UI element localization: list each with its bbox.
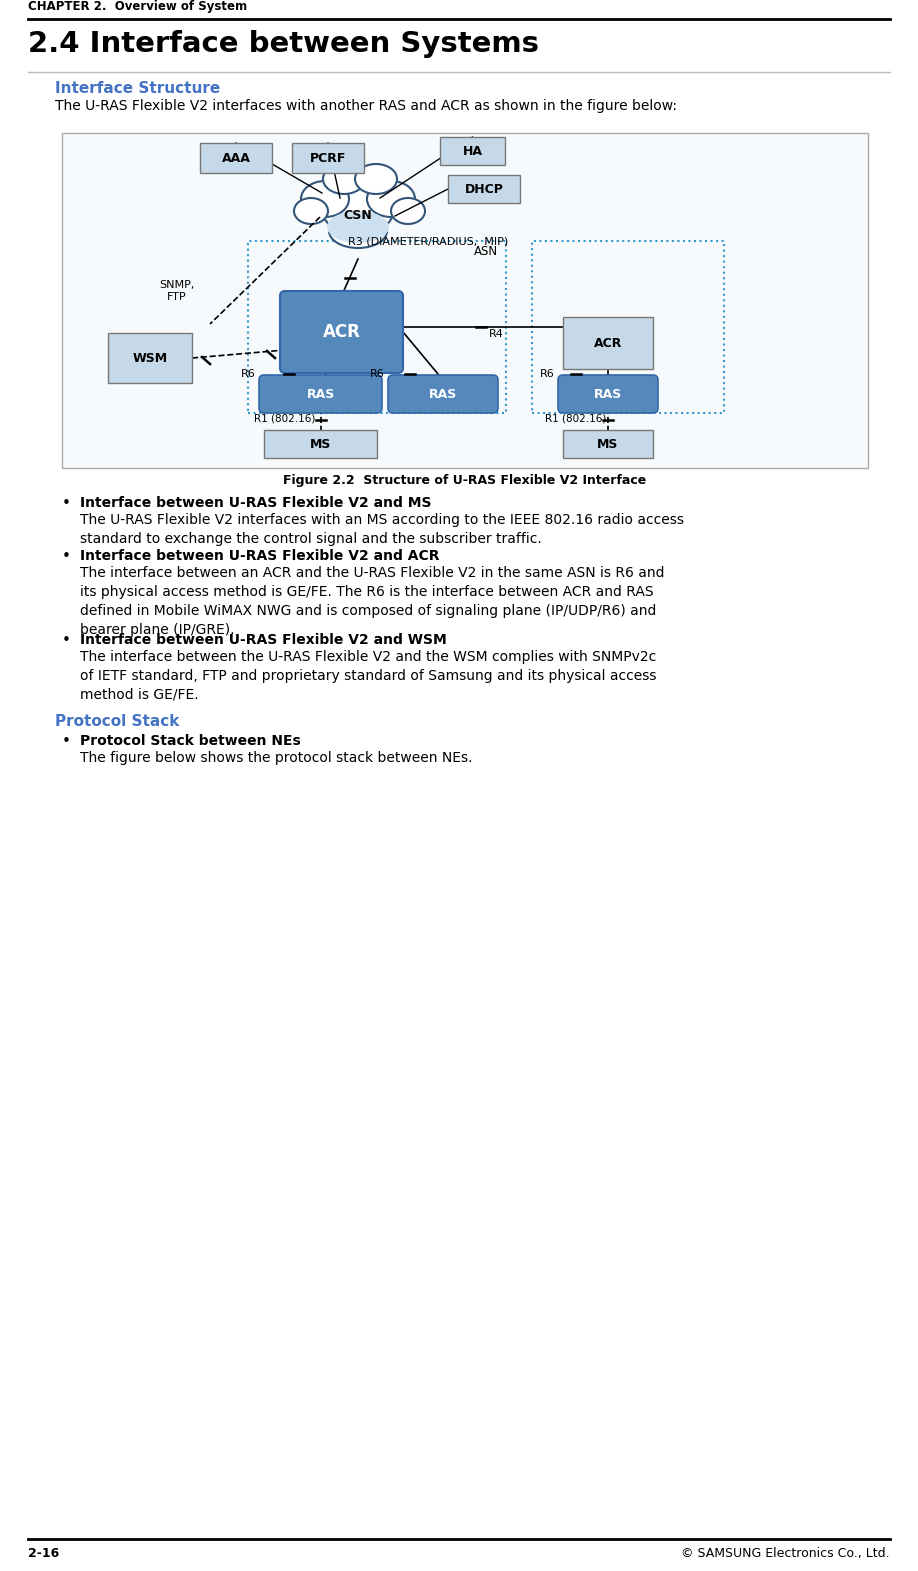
Text: R6: R6 <box>541 369 555 379</box>
Text: Protocol Stack: Protocol Stack <box>55 713 179 729</box>
Ellipse shape <box>294 198 328 225</box>
FancyBboxPatch shape <box>558 375 658 413</box>
Ellipse shape <box>322 182 394 236</box>
Text: Figure 2.2  Structure of U-RAS Flexible V2 Interface: Figure 2.2 Structure of U-RAS Flexible V… <box>284 474 646 487</box>
Ellipse shape <box>355 163 397 193</box>
Bar <box>563 430 653 459</box>
Text: HA: HA <box>463 145 483 157</box>
Text: Interface between U-RAS Flexible V2 and MS: Interface between U-RAS Flexible V2 and … <box>80 496 431 511</box>
Text: R6: R6 <box>241 369 256 379</box>
Bar <box>563 317 653 369</box>
Ellipse shape <box>301 181 349 217</box>
Ellipse shape <box>367 181 415 217</box>
Bar <box>248 240 506 413</box>
Text: Interface between U-RAS Flexible V2 and ACR: Interface between U-RAS Flexible V2 and … <box>80 548 440 562</box>
Text: •: • <box>62 633 71 647</box>
Text: The interface between an ACR and the U-RAS Flexible V2 in the same ASN is R6 and: The interface between an ACR and the U-R… <box>80 566 665 636</box>
Text: MS: MS <box>309 437 331 451</box>
Text: DHCP: DHCP <box>465 182 503 195</box>
Text: R6: R6 <box>370 369 385 379</box>
Bar <box>532 240 724 413</box>
Ellipse shape <box>329 214 387 248</box>
Text: Protocol Stack between NEs: Protocol Stack between NEs <box>80 734 301 748</box>
Bar <box>108 333 192 383</box>
Text: ACR: ACR <box>322 324 361 341</box>
Text: R1 (802.16): R1 (802.16) <box>254 413 316 423</box>
Text: The U-RAS Flexible V2 interfaces with an MS according to the IEEE 802.16 radio a: The U-RAS Flexible V2 interfaces with an… <box>80 514 684 547</box>
Text: 2-16: 2-16 <box>28 1547 60 1560</box>
Bar <box>200 143 272 173</box>
Text: MS: MS <box>598 437 619 451</box>
Text: RAS: RAS <box>594 388 622 401</box>
FancyBboxPatch shape <box>280 291 403 372</box>
Text: R4: R4 <box>488 328 503 339</box>
Ellipse shape <box>391 198 425 225</box>
FancyBboxPatch shape <box>259 375 382 413</box>
Text: R1 (802.16): R1 (802.16) <box>545 413 607 423</box>
Text: The figure below shows the protocol stack between NEs.: The figure below shows the protocol stac… <box>80 751 473 765</box>
Text: CSN: CSN <box>343 209 373 222</box>
Text: SNMP,
FTP: SNMP, FTP <box>160 280 195 302</box>
Bar <box>292 143 364 173</box>
Text: Interface between U-RAS Flexible V2 and WSM: Interface between U-RAS Flexible V2 and … <box>80 633 447 647</box>
Text: CHAPTER 2.  Overview of System: CHAPTER 2. Overview of System <box>28 0 247 13</box>
Text: •: • <box>62 496 71 511</box>
Bar <box>264 430 377 459</box>
Text: PCRF: PCRF <box>309 151 346 165</box>
Text: The interface between the U-RAS Flexible V2 and the WSM complies with SNMPv2c
of: The interface between the U-RAS Flexible… <box>80 650 656 702</box>
Text: The U-RAS Flexible V2 interfaces with another RAS and ACR as shown in the figure: The U-RAS Flexible V2 interfaces with an… <box>55 99 677 113</box>
Text: •: • <box>62 548 71 564</box>
Ellipse shape <box>327 211 389 244</box>
Text: •: • <box>62 734 71 748</box>
Text: R3 (DIAMETER/RADIUS,  MIP): R3 (DIAMETER/RADIUS, MIP) <box>348 236 509 247</box>
FancyBboxPatch shape <box>388 375 498 413</box>
Text: © SAMSUNG Electronics Co., Ltd.: © SAMSUNG Electronics Co., Ltd. <box>681 1547 890 1560</box>
Text: ACR: ACR <box>594 336 622 349</box>
Text: Interface Structure: Interface Structure <box>55 82 220 96</box>
Bar <box>448 174 520 203</box>
Text: 2.4 Interface between Systems: 2.4 Interface between Systems <box>28 30 539 58</box>
Text: RAS: RAS <box>429 388 457 401</box>
Text: WSM: WSM <box>132 352 168 364</box>
Bar <box>62 134 868 468</box>
Text: ASN: ASN <box>474 245 498 258</box>
Text: AAA: AAA <box>221 151 251 165</box>
Ellipse shape <box>323 163 365 193</box>
Bar <box>440 137 505 165</box>
Text: RAS: RAS <box>307 388 335 401</box>
